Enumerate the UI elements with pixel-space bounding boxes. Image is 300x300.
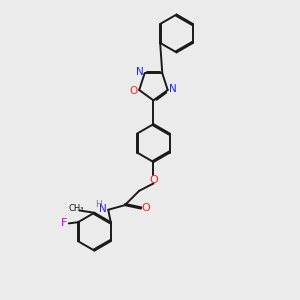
Text: CH₃: CH₃ — [68, 204, 84, 213]
Text: O: O — [149, 175, 158, 185]
Text: H: H — [95, 200, 102, 209]
Text: N: N — [99, 204, 106, 214]
Text: O: O — [129, 86, 138, 96]
Text: N: N — [136, 67, 143, 77]
Text: O: O — [142, 203, 151, 213]
Text: N: N — [169, 84, 177, 94]
Text: F: F — [61, 218, 67, 228]
